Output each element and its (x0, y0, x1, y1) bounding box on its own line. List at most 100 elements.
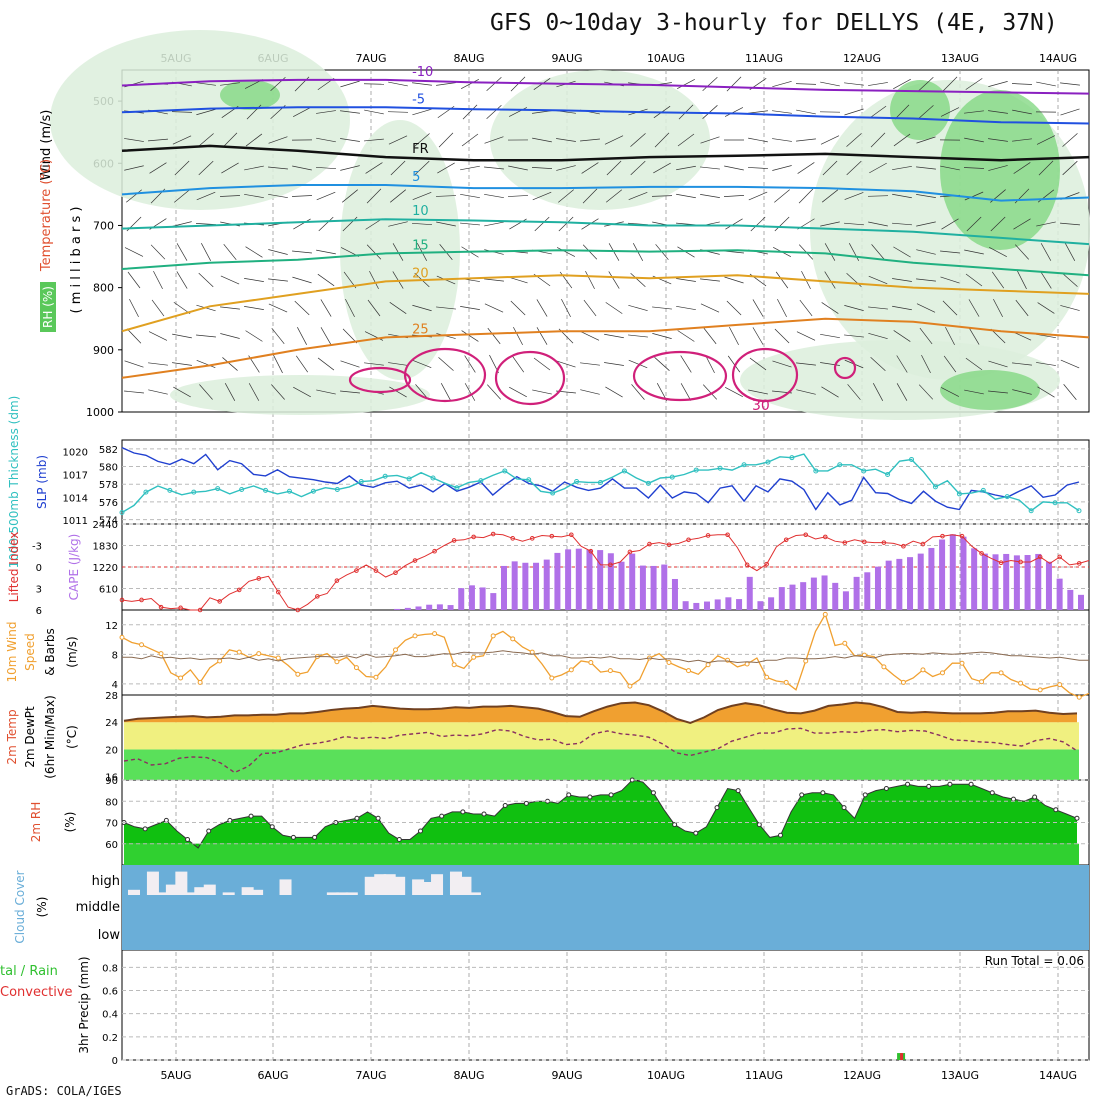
cloud-high-bar (326, 892, 339, 895)
wind-barb (248, 383, 260, 401)
cloud-high-bar (156, 892, 169, 895)
rh-point (1074, 815, 1080, 821)
li-tick: 0 (36, 563, 42, 574)
wind-barb (680, 383, 692, 401)
li-tick: 3 (36, 585, 42, 596)
wind-barb (507, 195, 529, 197)
wind-barb (630, 160, 646, 176)
wind-barb (820, 221, 840, 227)
wind-barb (892, 165, 912, 171)
cloud-high-bar (279, 879, 292, 895)
wind-barb (462, 104, 478, 120)
wind-barb (870, 132, 886, 148)
wind-barb (725, 218, 743, 230)
wind-barb (558, 216, 574, 232)
li-point (881, 540, 887, 545)
wind-barb (964, 110, 984, 114)
wind-barb (942, 300, 958, 316)
li-point (334, 578, 340, 583)
date-label-bottom: 10AUG (647, 1069, 685, 1082)
wind-barb (536, 299, 548, 317)
wind-barb (531, 167, 553, 169)
wind-barb (968, 299, 980, 317)
rh-point (1032, 794, 1038, 800)
cape-bar (853, 576, 860, 610)
cloud-high-bar (194, 887, 207, 895)
thickness-tick: 578 (99, 480, 118, 491)
cape-bar (907, 557, 914, 610)
wind-barb (585, 270, 595, 290)
wind-barb (316, 249, 336, 255)
wind-point (490, 633, 496, 639)
wind-barb (680, 355, 692, 373)
rh-point (947, 781, 953, 787)
isotherm-label: 15 (412, 238, 429, 253)
cape-bar (992, 554, 999, 610)
wind-barb (508, 165, 528, 171)
wind-barb (484, 221, 504, 227)
series-rh (123, 779, 1078, 849)
wind-barb (990, 216, 1006, 232)
isotherm-label: 30 (752, 398, 770, 414)
wind-barb (1062, 273, 1078, 287)
wind-barb (988, 390, 1008, 394)
wind-barb (460, 222, 480, 226)
wind-barb (991, 271, 1005, 289)
wind-barb (893, 246, 911, 258)
wind-point (275, 655, 281, 661)
thickness-point (430, 475, 436, 481)
rh-point (163, 817, 169, 823)
wind-barb (988, 81, 1008, 87)
wind-barb (844, 82, 864, 86)
panel-frame-wind (121, 609, 1090, 696)
date-label-bottom: 5AUG (160, 1069, 191, 1082)
cape-bar (436, 604, 443, 610)
li-point (725, 532, 730, 538)
cape-bar (468, 585, 475, 610)
wind-barb (872, 383, 884, 401)
wind-barb (176, 243, 188, 261)
wind-barb (198, 133, 214, 147)
wind-barb (124, 165, 144, 171)
slp-tick: 1020 (63, 447, 88, 458)
rh-point (269, 824, 275, 830)
rh-point (142, 826, 148, 832)
wind-barb (868, 306, 888, 310)
wind-barb (868, 332, 888, 340)
wind-point (783, 679, 789, 685)
cape-bar (896, 558, 903, 610)
wind-barb (965, 357, 983, 371)
wind-barb (749, 357, 767, 371)
wind-barb (1036, 221, 1056, 227)
thickness-point (1052, 500, 1058, 506)
li-point (471, 534, 476, 540)
wind-barb (268, 278, 288, 282)
wind-barb (1015, 244, 1029, 260)
cape-bar (981, 553, 988, 610)
thickness-point (358, 479, 364, 485)
wind-barb (129, 298, 139, 318)
li-point (529, 536, 535, 541)
wind-barb (220, 82, 240, 86)
cape-bar (939, 539, 946, 610)
date-label-top: 10AUG (647, 52, 685, 65)
wind-barb (172, 333, 192, 339)
ylabel-wind: Wind (m/s) (39, 110, 54, 181)
cape-bar (874, 566, 881, 610)
wind-barb (583, 299, 597, 317)
cape-bar (832, 582, 839, 610)
wind-barb (894, 104, 910, 120)
li-point (627, 549, 633, 555)
wind-point (900, 679, 906, 685)
wind-barb (677, 133, 695, 147)
rh-point (989, 790, 995, 796)
wind-barb (847, 384, 861, 400)
wind-barb (871, 244, 885, 260)
wind-barb (964, 137, 984, 143)
date-label-top: 11AUG (745, 52, 783, 65)
wind-barb (511, 355, 525, 373)
panel-frame-precip (121, 949, 1090, 1061)
wind-barb (345, 298, 355, 318)
wind-point (568, 667, 574, 673)
cloud-high-bar (146, 871, 159, 895)
